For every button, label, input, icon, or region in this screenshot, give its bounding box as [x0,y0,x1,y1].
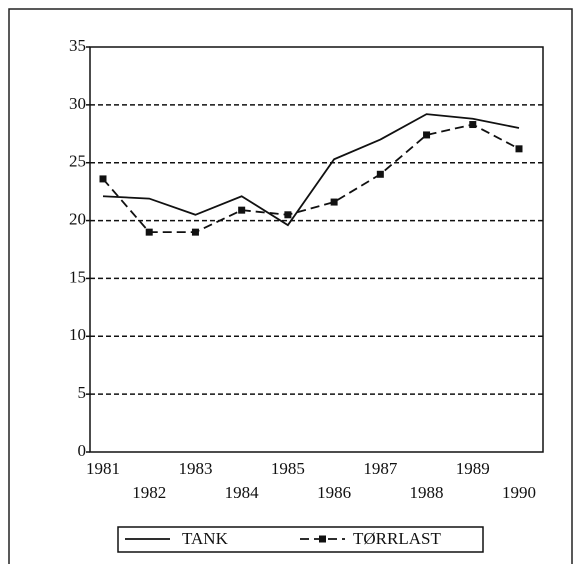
y-tick-label: 35 [69,36,86,55]
point-marker [515,145,523,153]
x-tick-label: 1986 [317,483,351,502]
line-series [102,123,520,234]
point-marker [99,175,107,183]
x-tick-label: 1981 [86,459,120,478]
legend-box [117,526,484,553]
point-marker [284,211,292,219]
legend-label: TANK [182,529,229,548]
x-tick-label: 1983 [178,459,212,478]
point-marker [469,121,477,129]
plot-frame [89,46,544,453]
point-marker [330,198,338,206]
point-marker [145,228,153,236]
legend-marker [319,535,326,543]
legend-label: TØRRLAST [353,529,441,548]
point-marker [191,228,199,236]
y-tick-label: 20 [69,209,86,228]
y-tick-label: 0 [78,441,87,460]
line-series [102,113,520,227]
y-tick-label: 5 [78,383,87,402]
x-tick-label: 1989 [456,459,490,478]
x-tick-label: 1985 [271,459,305,478]
point-marker [238,206,246,214]
x-tick-label: 1988 [410,483,444,502]
y-tick-label: 15 [69,267,86,286]
frame [8,8,573,564]
point-marker [423,131,431,139]
x-tick-label: 1982 [132,483,166,502]
y-tick-label: 30 [69,94,86,113]
y-tick-label: 10 [69,325,86,344]
x-tick-label: 1987 [363,459,398,478]
y-tick-label: 25 [69,152,86,171]
x-tick-label: 1990 [502,483,536,502]
point-marker [376,170,384,178]
x-tick-label: 1984 [225,483,260,502]
